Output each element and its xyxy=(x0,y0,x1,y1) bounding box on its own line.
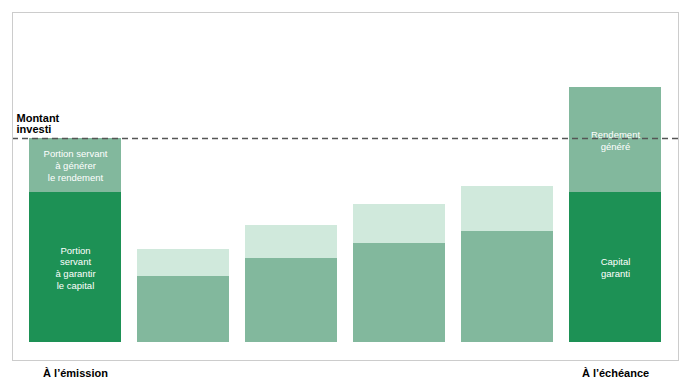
svg-text:Rendementgénéré: Rendementgénéré xyxy=(591,129,640,152)
svg-text:À l’échéance: À l’échéance xyxy=(582,367,649,379)
svg-text:Montantinvesti: Montantinvesti xyxy=(17,112,60,135)
svg-text:Capitalgaranti: Capitalgaranti xyxy=(601,256,631,279)
svg-text:Portionservantà garantirle cap: Portionservantà garantirle capital xyxy=(55,244,95,291)
svg-text:Portion servantà générerle ren: Portion servantà générerle rendement xyxy=(44,148,108,183)
svg-text:À l’émission: À l’émission xyxy=(43,367,108,379)
